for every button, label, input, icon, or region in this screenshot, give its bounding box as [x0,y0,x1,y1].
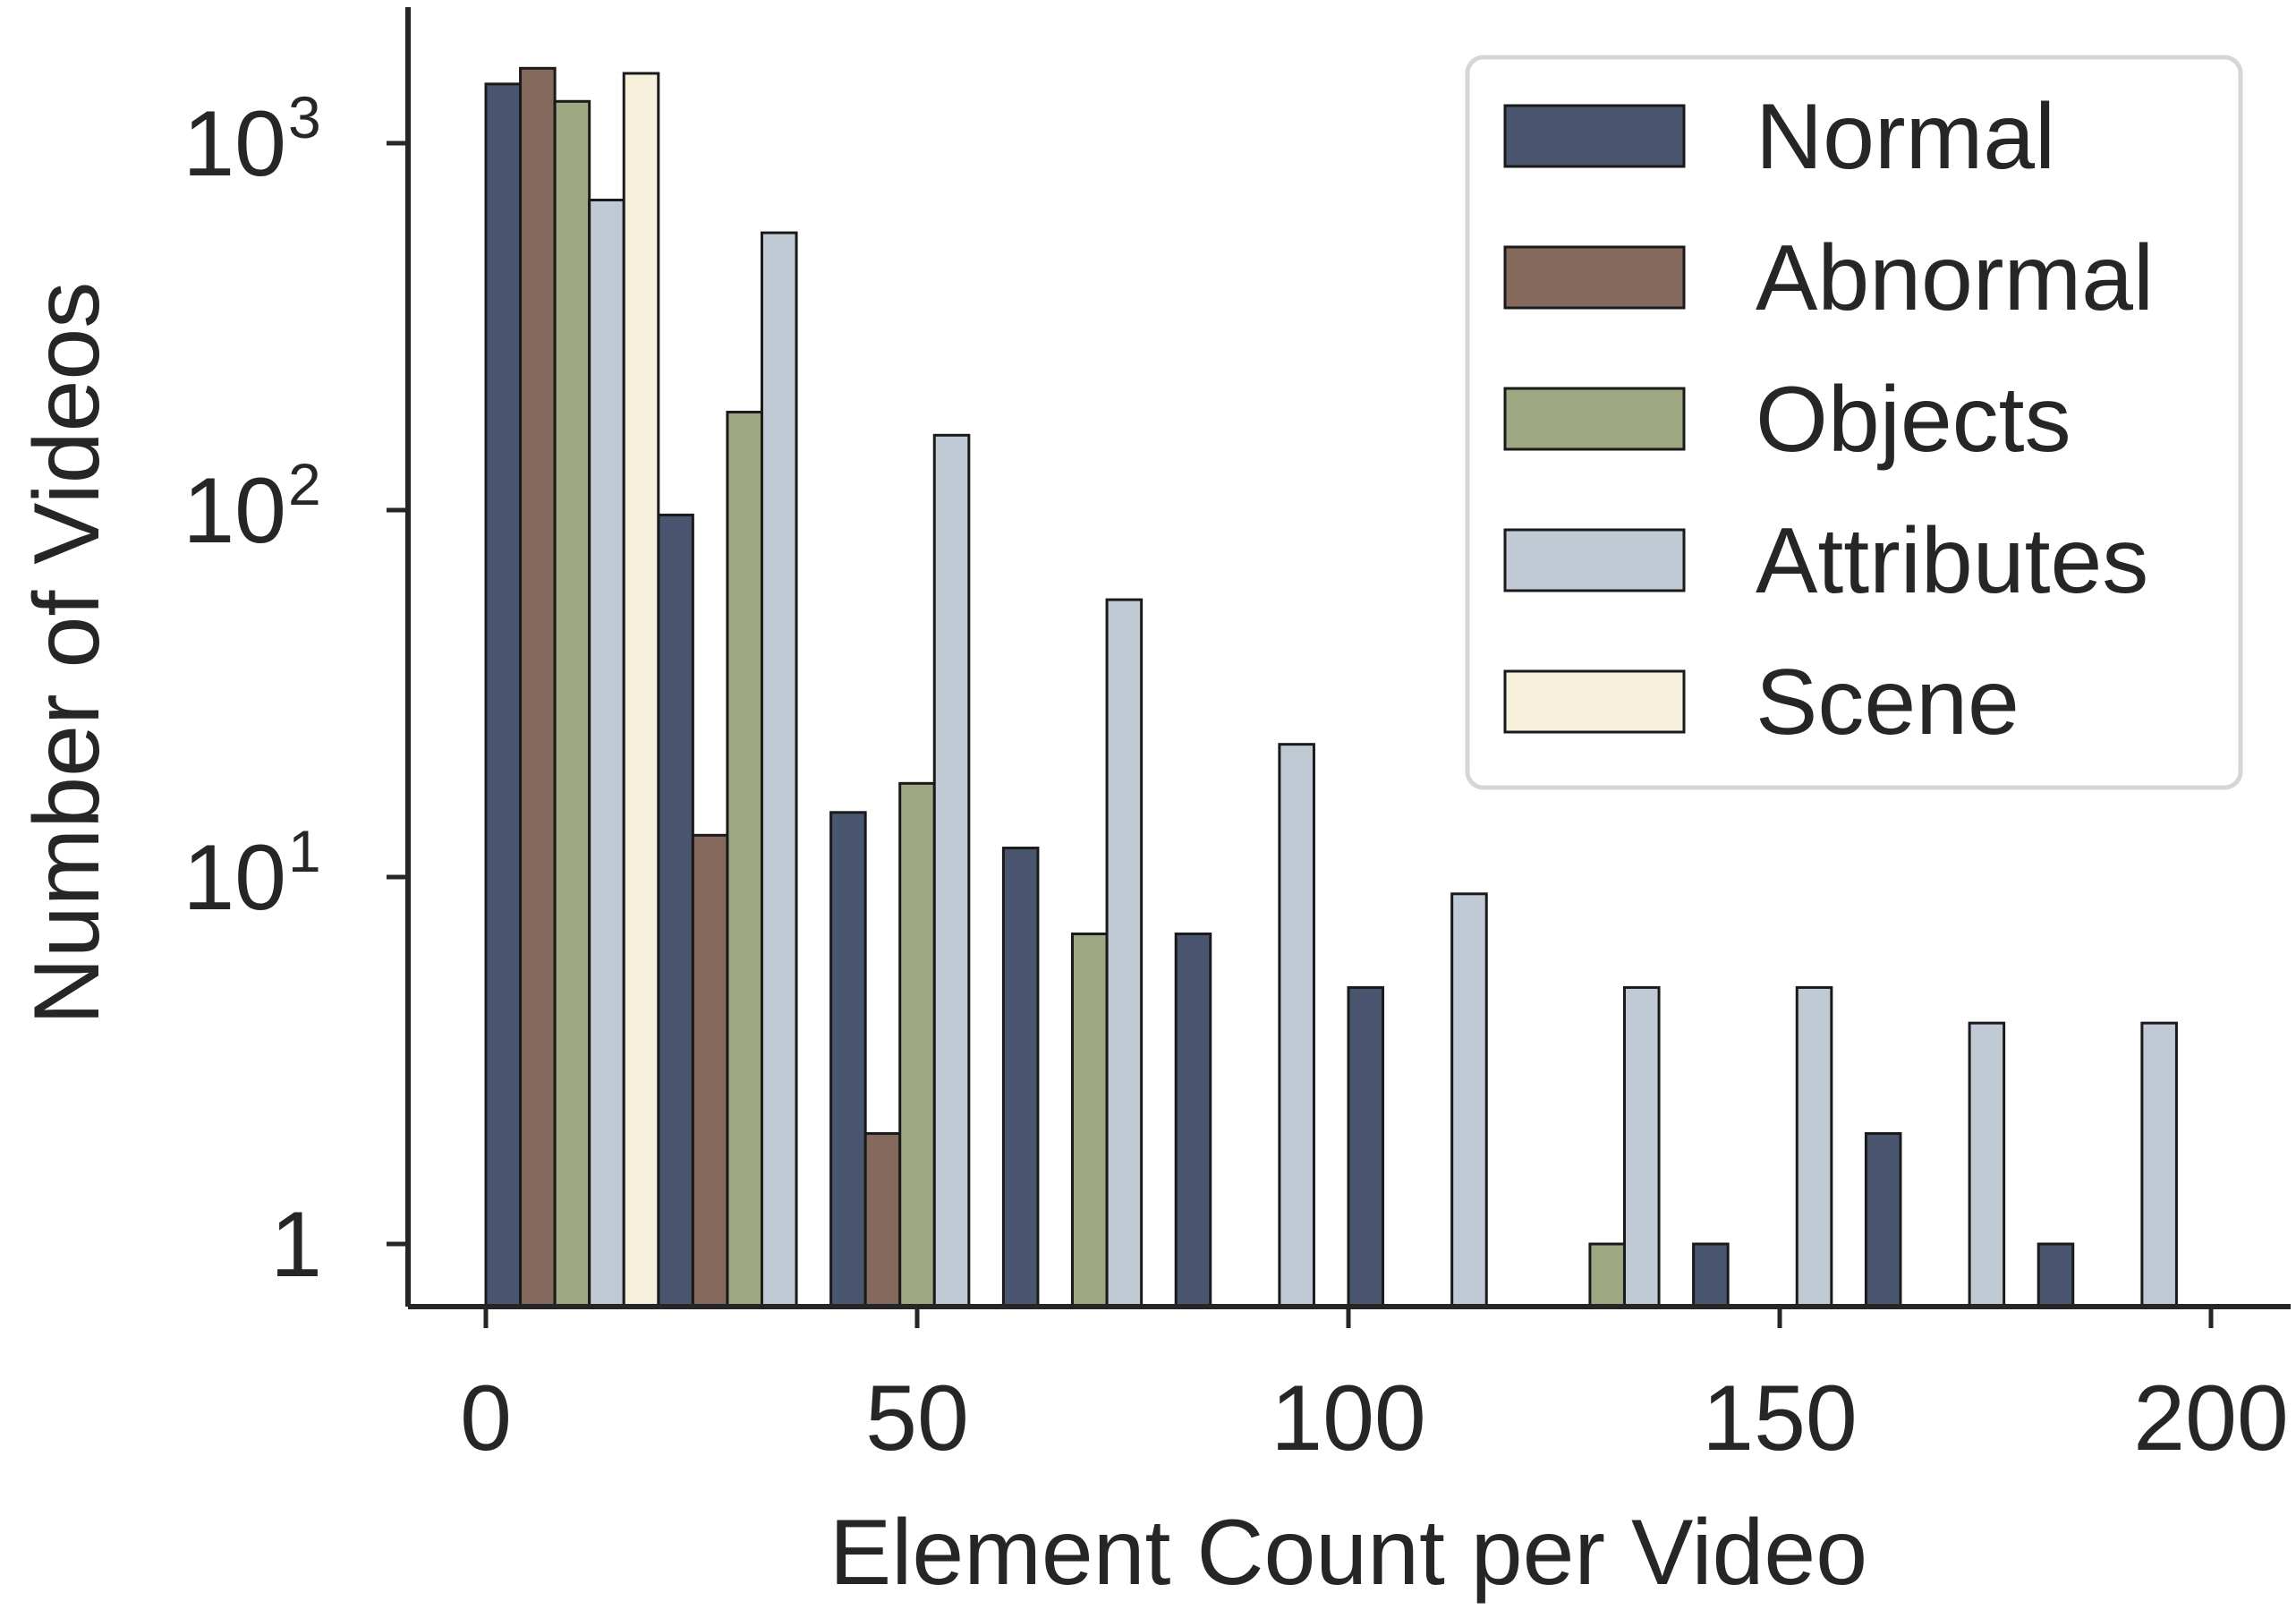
y-axis-title: Number of Videos [15,282,119,1026]
bar-normal-80 [1174,933,1212,1308]
bar-objects-60 [1071,933,1109,1308]
legend-label-scene: Scene [1756,651,2020,754]
bar-normal-140 [1692,1242,1730,1308]
legend-label-objects: Objects [1756,368,2071,472]
x-tick-label: 150 [1702,1367,1858,1470]
legend-label-normal: Normal [1756,85,2055,189]
legend-swatch-objects [1503,387,1686,451]
bar-objects-120 [1588,1242,1626,1308]
y-tick-exponent: 1 [288,818,321,884]
bar-attributes-180 [2140,1021,2178,1308]
bar-attributes-20 [760,231,798,1308]
x-tick-label: 100 [1271,1367,1426,1470]
bar-abnormal-40 [863,1132,902,1308]
bar-attributes-120 [1622,985,1661,1308]
bar-attributes-80 [1278,743,1315,1308]
bar-normal-0 [484,82,523,1308]
y-tick-exponent: 3 [288,84,321,150]
bar-objects-20 [726,410,763,1308]
x-tick-label: 200 [2133,1367,2289,1470]
bar-attributes-140 [1795,985,1833,1308]
legend-swatch-normal [1503,104,1686,168]
x-axis-ticks: 0 50 100 150 200 [460,1307,2289,1470]
legend-items: Normal Abnormal Objects Attributes Scene [1503,85,2154,754]
y-tick-label: 10 [183,459,286,563]
legend-label-abnormal: Abnormal [1756,226,2154,330]
y-tick-label: 1 [270,1193,322,1297]
bar-normal-20 [657,513,694,1308]
bars-layer [484,66,2178,1308]
bar-scene-0 [622,72,660,1308]
y-tick-exponent: 2 [288,451,321,517]
legend-swatch-attributes [1503,528,1686,592]
y-tick-label: 10 [183,92,286,196]
legend-swatch-scene [1503,669,1686,734]
x-tick-label: 50 [865,1367,969,1470]
bar-attributes-60 [1105,598,1144,1308]
bar-normal-100 [1347,985,1385,1308]
bar-normal-60 [1001,847,1040,1308]
legend-label-attributes: Attributes [1756,509,2148,613]
x-axis-title: Element Count per Video [829,1501,1867,1605]
bar-attributes-0 [588,199,625,1308]
bar-abnormal-0 [519,66,557,1308]
bar-attributes-40 [932,433,971,1308]
legend: Normal Abnormal Objects Attributes Scene [1465,55,2243,790]
bar-objects-0 [553,99,591,1308]
bar-attributes-100 [1450,892,1488,1308]
legend-frame [1465,55,2243,790]
legend-swatch-abnormal [1503,245,1686,310]
bar-normal-180 [2037,1242,2075,1308]
bar-abnormal-20 [691,833,729,1308]
bar-normal-160 [1864,1132,1902,1308]
bar-attributes-160 [1968,1021,2006,1308]
bar-normal-40 [829,811,867,1308]
bar-objects-40 [898,781,936,1308]
x-tick-label: 0 [460,1367,512,1470]
y-tick-label: 10 [183,826,286,930]
